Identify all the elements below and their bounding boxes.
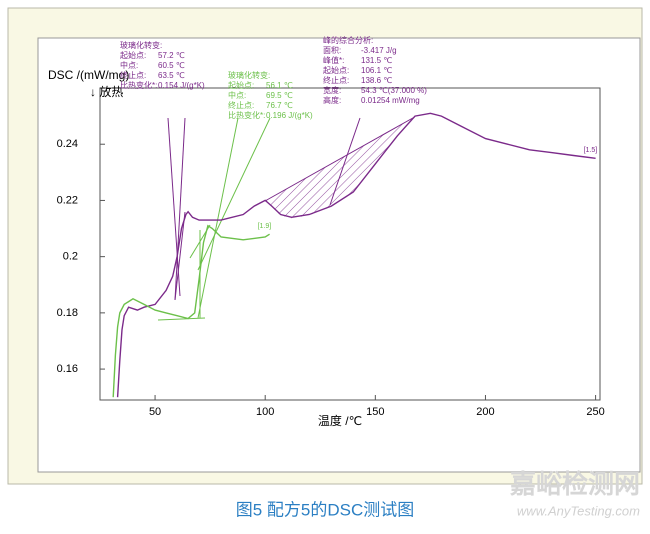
annotation-value: 60.5 ℃ bbox=[158, 61, 185, 70]
annotation-value: 106.1 ℃ bbox=[361, 66, 392, 75]
annotation-key: 面积: bbox=[323, 45, 341, 55]
annotation-key: 起始点: bbox=[228, 80, 254, 90]
x-axis-label: 温度 /℃ bbox=[318, 413, 362, 428]
annotation-value: 57.2 ℃ bbox=[158, 51, 185, 60]
curve-end-label: [1.5] bbox=[584, 147, 598, 154]
annotation-key: 终止点: bbox=[228, 100, 254, 110]
x-tick-label: 200 bbox=[476, 406, 494, 418]
annotation-key: 终止点: bbox=[323, 75, 349, 85]
y-axis-label: DSC /(mW/mg) bbox=[48, 68, 129, 82]
annotation-value: 76.7 ℃ bbox=[266, 101, 293, 110]
annotation-value: -3.417 J/g bbox=[361, 46, 397, 55]
annotation-key: 中点: bbox=[228, 90, 246, 100]
watermark-name: 嘉峪检测网 bbox=[510, 469, 640, 499]
y-direction-label: ↓ 放热 bbox=[90, 84, 123, 99]
peak-area bbox=[265, 117, 415, 219]
annotation-value: 131.5 ℃ bbox=[361, 56, 392, 65]
annotation-value: 56.1 ℃ bbox=[266, 81, 293, 90]
annotation-key: 高度: bbox=[323, 95, 341, 105]
annotation-key: 起始点: bbox=[120, 50, 146, 60]
dsc-curve bbox=[112, 224, 270, 398]
annotation-value: 138.6 ℃ bbox=[361, 76, 392, 85]
y-tick-label: 0.18 bbox=[57, 307, 78, 319]
annotation-key: 宽度: bbox=[323, 85, 341, 95]
dsc-curve bbox=[116, 112, 596, 398]
curve-end-label: [1.9] bbox=[258, 223, 272, 230]
annotation-value: 0.196 J/(g*K) bbox=[266, 111, 313, 120]
annotation-key: 中点: bbox=[120, 60, 138, 70]
annotation-key: 终止点: bbox=[120, 70, 146, 80]
annotation-key: 比热变化*: bbox=[228, 110, 265, 120]
x-tick-label: 150 bbox=[366, 406, 384, 418]
annotation-title: 峰的综合分析: bbox=[323, 35, 373, 45]
annotation-value: 0.01254 mW/mg bbox=[361, 96, 420, 105]
x-tick-label: 100 bbox=[256, 406, 274, 418]
y-tick-label: 0.16 bbox=[57, 363, 78, 375]
construction-lines bbox=[157, 116, 415, 321]
x-tick-label: 50 bbox=[149, 406, 161, 418]
annotation-value: 54.3 ℃(37.000 %) bbox=[361, 86, 427, 95]
annotation-value: 63.5 ℃ bbox=[158, 71, 185, 80]
annotation-value: 0.154 J/(g*K) bbox=[158, 81, 205, 90]
annotation-key: 峰值*: bbox=[323, 55, 344, 65]
annotation-title: 玻璃化转变: bbox=[120, 40, 162, 50]
annotation-key: 起始点: bbox=[323, 65, 349, 75]
caption: 图5 配方5的DSC测试图 bbox=[236, 500, 415, 519]
axes-frame bbox=[99, 87, 601, 401]
annotation-key: 比热变化*: bbox=[120, 80, 157, 90]
x-tick-label: 250 bbox=[586, 406, 604, 418]
annotation-value: 69.5 ℃ bbox=[266, 91, 293, 100]
watermark-url: www.AnyTesting.com bbox=[517, 503, 640, 518]
y-tick-label: 0.2 bbox=[63, 251, 78, 263]
y-tick-label: 0.24 bbox=[57, 138, 78, 150]
annotation-title: 玻璃化转变: bbox=[228, 70, 270, 80]
y-tick-label: 0.22 bbox=[57, 194, 78, 206]
